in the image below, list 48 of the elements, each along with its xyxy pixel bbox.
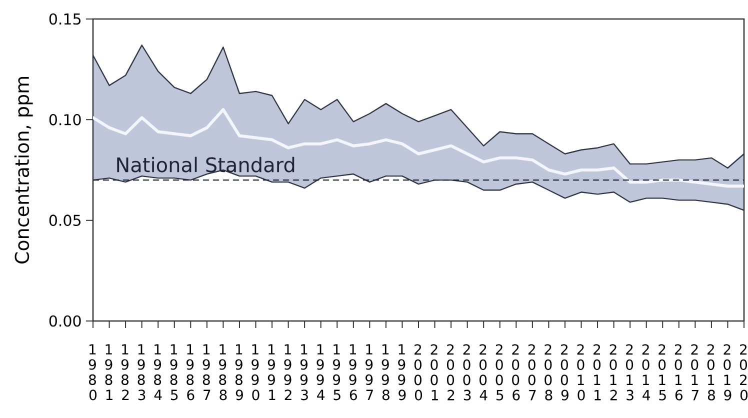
x-tick-label: 2005 xyxy=(496,344,504,400)
ref-line-label: National Standard xyxy=(117,156,294,172)
x-tick-label: 1988 xyxy=(219,344,227,400)
x-tick-label: 2009 xyxy=(560,344,568,400)
line-series xyxy=(93,108,744,188)
x-tick-label: 1982 xyxy=(121,344,129,400)
x-tick-label: 1984 xyxy=(154,344,162,400)
x-tick-label: 2012 xyxy=(610,344,617,400)
x-tick-label: 2006 xyxy=(512,344,520,400)
y-tick-label: 0.05 xyxy=(49,214,80,226)
x-tick-label: 2010 xyxy=(577,344,585,400)
x-tick-label: 2008 xyxy=(544,344,552,400)
x-tick-label: 2018 xyxy=(707,344,715,400)
x-tick-label: 1991 xyxy=(268,344,276,400)
x-tick-label: 1983 xyxy=(138,344,146,400)
x-tick-label: 1999 xyxy=(398,344,406,400)
x-tick-label: 1986 xyxy=(186,344,194,400)
x-tick-label: 2004 xyxy=(480,344,488,400)
x-tick-label: 1993 xyxy=(300,344,308,400)
y-tick-label: 0.00 xyxy=(49,315,81,327)
y-tick-label: 0.15 xyxy=(49,13,80,25)
x-tick-label: 1997 xyxy=(366,344,373,400)
x-tick-label: 1980 xyxy=(88,344,97,400)
x-tick-label: 2014 xyxy=(642,344,650,400)
x-tick-label: 2019 xyxy=(724,344,732,400)
x-tick-label: 2011 xyxy=(593,344,601,400)
x-tick-label: 2007 xyxy=(528,344,536,400)
x-tick-label: 1998 xyxy=(382,344,390,400)
x-tick-label: 1995 xyxy=(333,344,340,400)
x-tick-label: 2015 xyxy=(658,344,666,400)
x-tick-label: 2013 xyxy=(626,344,634,400)
x-tick-label: 2001 xyxy=(430,344,438,400)
x-tick-label: 1987 xyxy=(202,344,210,400)
x-tick-label: 2003 xyxy=(463,344,471,400)
x-tick-label: 1989 xyxy=(235,344,243,400)
x-tick-label: 1992 xyxy=(284,344,292,400)
x-tick-label: 2020 xyxy=(740,344,748,400)
x-tick-label: 2017 xyxy=(691,344,698,400)
x-tick-label: 2002 xyxy=(446,344,454,400)
x-tick-label: 1990 xyxy=(252,344,260,400)
x-tick-label: 2016 xyxy=(674,344,682,400)
x-tick-label: 1994 xyxy=(316,344,325,400)
y-axis-title: Concentration, ppm xyxy=(14,77,33,264)
y-tick-label: 0.10 xyxy=(49,114,81,126)
x-tick-label: 2000 xyxy=(414,344,422,400)
x-tick-label: 1981 xyxy=(105,344,112,400)
x-tick-label: 1985 xyxy=(170,344,178,400)
x-tick-label: 1996 xyxy=(349,344,357,400)
